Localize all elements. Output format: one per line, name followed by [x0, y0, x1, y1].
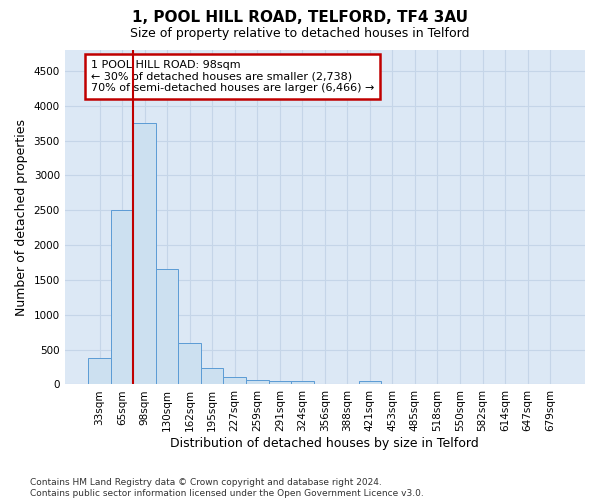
Text: Contains HM Land Registry data © Crown copyright and database right 2024.
Contai: Contains HM Land Registry data © Crown c… [30, 478, 424, 498]
Bar [88, 358, 111, 384]
Text: 1 POOL HILL ROAD: 98sqm
← 30% of detached houses are smaller (2,738)
70% of semi: 1 POOL HILL ROAD: 98sqm ← 30% of detache… [91, 60, 374, 93]
Text: Size of property relative to detached houses in Telford: Size of property relative to detached ho… [130, 28, 470, 40]
Bar [133, 123, 156, 384]
Bar [246, 380, 269, 384]
Bar [156, 270, 178, 384]
Bar [291, 381, 314, 384]
Y-axis label: Number of detached properties: Number of detached properties [15, 118, 28, 316]
Bar [178, 342, 201, 384]
Bar [201, 368, 223, 384]
X-axis label: Distribution of detached houses by size in Telford: Distribution of detached houses by size … [170, 437, 479, 450]
Bar [359, 380, 381, 384]
Bar [111, 210, 133, 384]
Bar [269, 381, 291, 384]
Text: 1, POOL HILL ROAD, TELFORD, TF4 3AU: 1, POOL HILL ROAD, TELFORD, TF4 3AU [132, 10, 468, 25]
Bar [223, 377, 246, 384]
